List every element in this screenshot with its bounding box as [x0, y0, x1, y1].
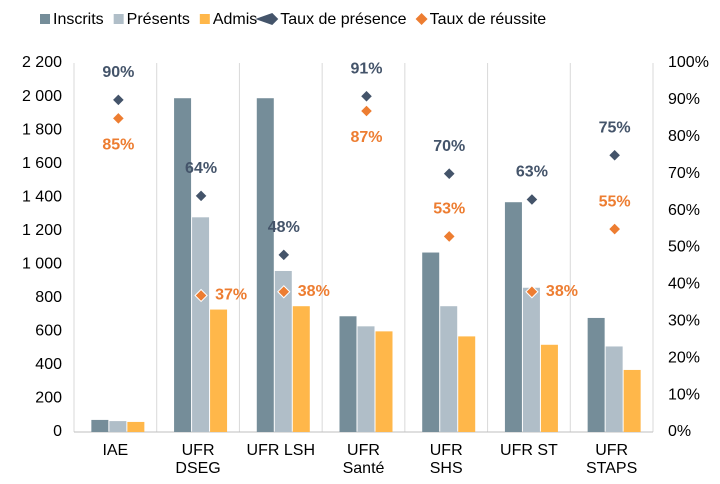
data-label: 87%	[350, 129, 382, 146]
marker	[277, 285, 291, 299]
marker	[277, 248, 291, 262]
y-tick-label: 1 000	[22, 255, 62, 272]
bar	[210, 309, 228, 432]
legend-label: Taux de présence	[280, 11, 406, 28]
data-label: 90%	[102, 64, 134, 81]
legend-label: Présents	[127, 11, 190, 28]
y2-tick-label: 60%	[668, 202, 700, 219]
y2-tick-label: 40%	[668, 276, 700, 293]
marker	[359, 89, 374, 103]
y-tick-label: 1 600	[22, 155, 62, 172]
y-tick-label: 2 200	[22, 54, 62, 71]
data-label: 38%	[298, 283, 330, 300]
bar	[458, 336, 476, 432]
bar	[504, 202, 522, 432]
y-tick-label: 1 400	[22, 188, 62, 205]
legend-label: Taux de réussite	[430, 11, 547, 28]
bar	[192, 217, 210, 432]
bar	[357, 326, 375, 432]
marker	[111, 111, 126, 126]
y2-tick-label: 30%	[668, 313, 700, 330]
y2-tick-label: 70%	[668, 165, 700, 182]
data-label: 70%	[433, 138, 465, 155]
data-label: 64%	[185, 160, 217, 177]
bar	[91, 419, 109, 432]
y-tick-label: 0	[53, 423, 62, 440]
y-tick-label: 200	[35, 390, 62, 407]
y-tick-label: 400	[35, 356, 62, 373]
x-tick-label: UFR DSEG	[175, 442, 221, 477]
x-tick-label: UFR STAPS	[586, 442, 638, 477]
bar	[174, 98, 192, 433]
data-label: 38%	[546, 283, 578, 300]
marker	[194, 288, 208, 303]
data-label: 75%	[599, 119, 631, 136]
y-tick-label: 2 000	[22, 88, 62, 105]
x-tick-label: IAE	[102, 442, 129, 459]
marker	[442, 229, 456, 244]
bar	[292, 306, 310, 432]
data-label: 91%	[350, 60, 382, 77]
bar	[375, 331, 393, 432]
x-tick-label: UFR SHS	[429, 442, 463, 477]
marker	[607, 148, 622, 162]
y-tick-label: 600	[35, 323, 62, 340]
y2-tick-label: 20%	[668, 349, 700, 366]
y2-tick-label: 80%	[668, 128, 700, 145]
marker	[442, 166, 456, 181]
data-label: 55%	[599, 193, 631, 210]
y2-tick-label: 100%	[668, 54, 709, 71]
bar	[256, 98, 274, 433]
bar	[339, 316, 357, 432]
bar	[623, 369, 641, 432]
legend-label: Admis	[213, 11, 257, 28]
data-label: 48%	[268, 219, 300, 236]
bar	[522, 287, 540, 432]
data-label: 53%	[433, 201, 465, 218]
bar	[540, 344, 558, 432]
data-label: 63%	[516, 164, 548, 181]
x-tick-label: UFR Santé	[342, 442, 385, 477]
y-tick-label: 1 800	[22, 121, 62, 138]
marker	[194, 189, 208, 203]
bar	[605, 346, 623, 432]
y-tick-label: 1 200	[22, 222, 62, 239]
x-tick-label: UFR LSH	[246, 442, 315, 459]
x-tick-label: UFR ST	[500, 442, 558, 459]
legend-label: Inscrits	[53, 11, 104, 28]
legend-swatch	[40, 14, 50, 24]
data-label: 85%	[102, 137, 134, 154]
data-label: 37%	[215, 287, 247, 304]
marker	[607, 222, 622, 236]
marker	[111, 93, 126, 107]
marker	[525, 192, 539, 207]
legend-swatch	[255, 13, 279, 25]
legend-swatch	[199, 14, 210, 24]
bar	[440, 306, 458, 432]
bar	[127, 421, 145, 432]
legend-swatch	[415, 13, 428, 25]
y2-tick-label: 10%	[668, 386, 700, 403]
y-tick-label: 800	[35, 289, 62, 306]
bar	[274, 270, 292, 432]
marker	[359, 104, 374, 118]
legend-swatch	[113, 14, 124, 24]
y2-tick-label: 90%	[668, 91, 700, 108]
bar	[587, 317, 605, 432]
y2-tick-label: 50%	[668, 239, 700, 256]
bar	[422, 252, 440, 432]
bar	[109, 421, 127, 432]
marker	[525, 285, 539, 299]
y2-tick-label: 0%	[668, 423, 691, 440]
